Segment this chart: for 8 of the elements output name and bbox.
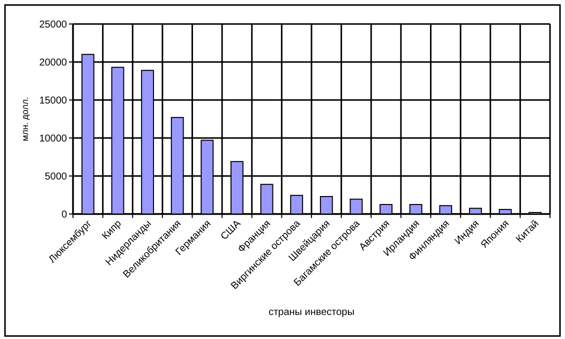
y-tick-label: 20000 [39, 58, 68, 68]
y-tick-label: 0 [61, 210, 68, 220]
x-axis-title: страны инвесторы [268, 307, 354, 318]
y-tick-label: 15000 [39, 96, 68, 106]
y-tick-label: 5000 [44, 172, 68, 182]
y-tick-label: 10000 [39, 134, 68, 144]
y-axis-title: млн. долл. [20, 96, 30, 142]
y-tick-label: 25000 [39, 20, 68, 30]
